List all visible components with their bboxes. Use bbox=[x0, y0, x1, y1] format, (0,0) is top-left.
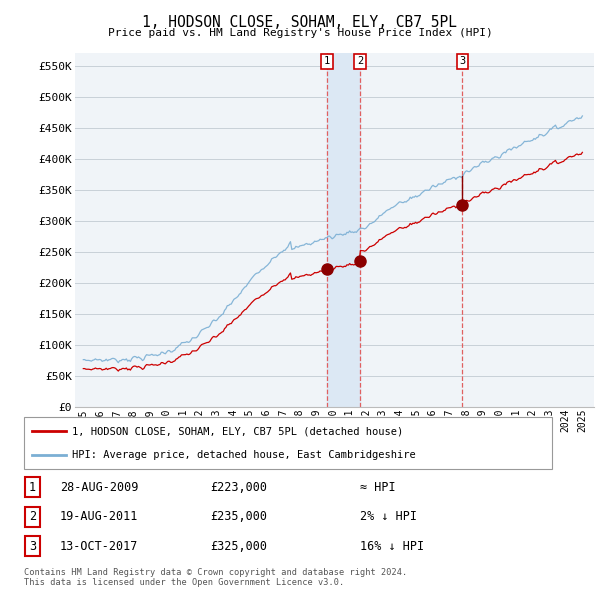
Text: 2: 2 bbox=[357, 56, 363, 66]
Text: £235,000: £235,000 bbox=[210, 510, 267, 523]
Text: 28-AUG-2009: 28-AUG-2009 bbox=[60, 481, 139, 494]
Text: Contains HM Land Registry data © Crown copyright and database right 2024.
This d: Contains HM Land Registry data © Crown c… bbox=[24, 568, 407, 587]
Bar bbox=[327, 53, 360, 407]
Text: 2% ↓ HPI: 2% ↓ HPI bbox=[360, 510, 417, 523]
FancyBboxPatch shape bbox=[25, 477, 40, 497]
Text: 2: 2 bbox=[29, 510, 36, 523]
FancyBboxPatch shape bbox=[25, 507, 40, 527]
Text: 1: 1 bbox=[324, 56, 331, 66]
Text: HPI: Average price, detached house, East Cambridgeshire: HPI: Average price, detached house, East… bbox=[71, 450, 415, 460]
Text: 1, HODSON CLOSE, SOHAM, ELY, CB7 5PL: 1, HODSON CLOSE, SOHAM, ELY, CB7 5PL bbox=[143, 15, 458, 30]
Text: 1, HODSON CLOSE, SOHAM, ELY, CB7 5PL (detached house): 1, HODSON CLOSE, SOHAM, ELY, CB7 5PL (de… bbox=[71, 426, 403, 436]
Text: £223,000: £223,000 bbox=[210, 481, 267, 494]
FancyBboxPatch shape bbox=[24, 417, 552, 469]
Text: £325,000: £325,000 bbox=[210, 540, 267, 553]
Text: Price paid vs. HM Land Registry's House Price Index (HPI): Price paid vs. HM Land Registry's House … bbox=[107, 28, 493, 38]
Text: 1: 1 bbox=[29, 481, 36, 494]
Text: 3: 3 bbox=[459, 56, 466, 66]
Text: 3: 3 bbox=[29, 540, 36, 553]
Text: 13-OCT-2017: 13-OCT-2017 bbox=[60, 540, 139, 553]
Text: ≈ HPI: ≈ HPI bbox=[360, 481, 395, 494]
FancyBboxPatch shape bbox=[25, 536, 40, 556]
Text: 16% ↓ HPI: 16% ↓ HPI bbox=[360, 540, 424, 553]
Text: 19-AUG-2011: 19-AUG-2011 bbox=[60, 510, 139, 523]
